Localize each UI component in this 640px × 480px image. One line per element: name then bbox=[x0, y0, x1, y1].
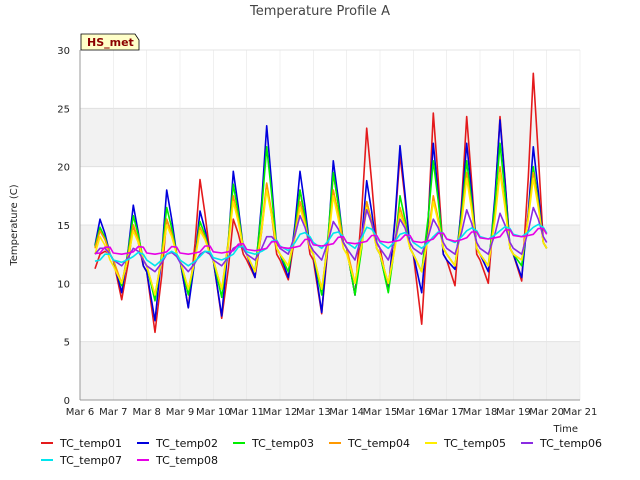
y-tick-label: 0 bbox=[64, 396, 70, 407]
legend-item-tc-temp05: TC_temp05 bbox=[425, 437, 506, 450]
x-tick-label: Mar 12 bbox=[263, 407, 298, 418]
badge-label: HS_met bbox=[87, 36, 134, 49]
x-tick-label: Mar 21 bbox=[563, 407, 598, 418]
series-line-tc-temp08 bbox=[94, 227, 548, 255]
x-axis-label: Time bbox=[553, 424, 578, 435]
y-tick-label: 15 bbox=[57, 221, 70, 232]
legend-label: TC_temp05 bbox=[443, 437, 506, 450]
x-tick-label: Mar 20 bbox=[529, 407, 564, 418]
x-tick-label: Mar 17 bbox=[429, 407, 464, 418]
legend-item-tc-temp02: TC_temp02 bbox=[137, 437, 218, 450]
x-tick-label: Mar 16 bbox=[396, 407, 431, 418]
x-tick-label: Mar 8 bbox=[132, 407, 160, 418]
legend-item-tc-temp06: TC_temp06 bbox=[521, 437, 602, 450]
legend-label: TC_temp06 bbox=[539, 437, 602, 450]
station-badge: HS_met bbox=[80, 33, 140, 51]
y-axis-label: Temperature (C) bbox=[9, 184, 20, 266]
x-tick-label: Mar 15 bbox=[363, 407, 398, 418]
y-tick-label: 25 bbox=[57, 104, 70, 115]
legend-label: TC_temp01 bbox=[59, 437, 122, 450]
x-tick-label: Mar 11 bbox=[229, 407, 264, 418]
badge-box bbox=[80, 33, 140, 51]
grid-band bbox=[80, 108, 580, 167]
y-tick-labels: 0 5 10 15 20 25 30 bbox=[57, 46, 70, 407]
legend-item-tc-temp07: TC_temp07 bbox=[41, 454, 122, 467]
grid-band bbox=[80, 341, 580, 400]
x-tick-label: Mar 7 bbox=[99, 407, 127, 418]
legend-item-tc-temp08: TC_temp08 bbox=[137, 454, 218, 467]
series-line-tc-temp05 bbox=[94, 171, 548, 296]
y-tick-label: 30 bbox=[57, 46, 70, 57]
x-tick-label: Mar 18 bbox=[463, 407, 498, 418]
x-tick-label: Mar 9 bbox=[166, 407, 194, 418]
legend-item-tc-temp04: TC_temp04 bbox=[329, 437, 410, 450]
x-tick-label: Mar 14 bbox=[329, 407, 364, 418]
legend-item-tc-temp03: TC_temp03 bbox=[233, 437, 314, 450]
x-tick-label: Mar 10 bbox=[196, 407, 231, 418]
y-tick-label: 5 bbox=[64, 338, 70, 349]
y-tick-label: 10 bbox=[57, 279, 70, 290]
legend-label: TC_temp02 bbox=[155, 437, 218, 450]
y-tick-label: 20 bbox=[57, 163, 70, 174]
legend-label: TC_temp04 bbox=[347, 437, 410, 450]
axes bbox=[79, 50, 580, 401]
legend: TC_temp01 TC_temp02 TC_temp03 TC_temp04 TC_t… bbox=[41, 437, 602, 467]
legend-item-tc-temp01: TC_temp01 bbox=[41, 437, 122, 450]
x-tick-label: Mar 13 bbox=[296, 407, 331, 418]
legend-label: TC_temp03 bbox=[251, 437, 314, 450]
legend-label: TC_temp07 bbox=[59, 454, 122, 467]
x-tick-label: Mar 19 bbox=[496, 407, 531, 418]
series-layer bbox=[94, 72, 548, 334]
chart-title: Temperature Profile A bbox=[249, 4, 390, 19]
x-tick-label: Mar 6 bbox=[66, 407, 94, 418]
legend-label: TC_temp08 bbox=[155, 454, 218, 467]
series-line-tc-temp07 bbox=[94, 223, 548, 267]
